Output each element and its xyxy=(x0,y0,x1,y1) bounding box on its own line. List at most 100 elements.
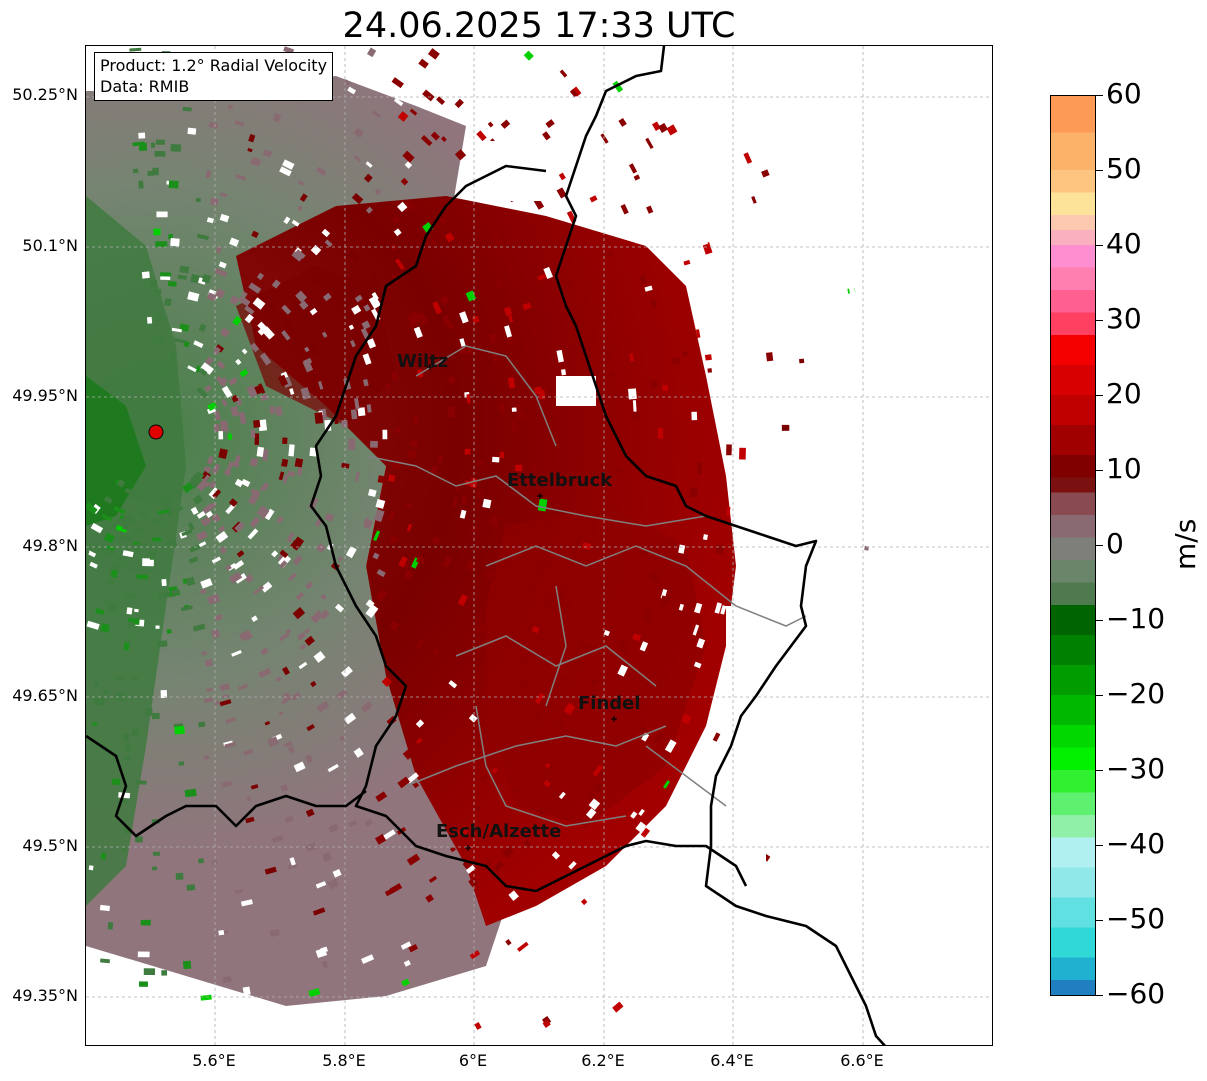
colorbar-band xyxy=(1050,927,1096,958)
radar-speckle xyxy=(531,625,540,634)
radar-speckle xyxy=(186,884,196,891)
radar-speckle xyxy=(403,959,411,967)
radar-speckle xyxy=(341,666,353,678)
radar-speckle xyxy=(347,250,360,264)
lat-tick-label: 49.35°N xyxy=(12,986,78,1005)
radar-speckle xyxy=(146,316,153,324)
lat-tick-label: 49.65°N xyxy=(12,686,78,705)
radar-speckle xyxy=(262,149,273,158)
radar-speckle xyxy=(168,352,177,361)
radar-speckle xyxy=(181,529,193,537)
radar-speckle xyxy=(487,121,494,128)
radar-speckle xyxy=(179,265,190,274)
radar-speckle xyxy=(132,168,139,174)
radar-speckle xyxy=(123,518,136,526)
radar-speckle xyxy=(324,239,333,248)
radar-speckle xyxy=(168,233,174,240)
radar-speckle xyxy=(366,338,377,349)
radar-speckle xyxy=(620,645,629,654)
radar-speckle xyxy=(440,136,447,143)
radar-speckle xyxy=(275,405,283,417)
radar-map[interactable] xyxy=(85,45,993,1046)
radar-speckle xyxy=(198,368,208,377)
radar-speckle xyxy=(320,593,327,601)
radar-speckle xyxy=(341,462,350,469)
national-borders xyxy=(86,46,886,1045)
radar-speckle xyxy=(569,88,578,98)
radar-speckle xyxy=(492,232,502,244)
radar-speckle xyxy=(464,685,475,697)
radar-speckle xyxy=(282,474,289,484)
radar-speckle xyxy=(280,784,289,792)
radar-speckle xyxy=(234,454,241,464)
radar-speckle xyxy=(726,444,732,456)
radar-speckle xyxy=(291,251,303,262)
radar-speckle xyxy=(228,377,238,386)
radar-speckle xyxy=(808,199,819,212)
radar-speckle xyxy=(551,851,561,860)
radar-speckle xyxy=(430,238,437,246)
radar-speckle xyxy=(580,898,588,906)
radar-speckle xyxy=(310,610,324,624)
radar-speckle xyxy=(554,936,565,947)
radar-speckle xyxy=(837,137,848,149)
radar-speckle xyxy=(185,576,196,587)
radar-speckle xyxy=(588,798,601,811)
radar-speckle xyxy=(657,427,664,439)
radar-speckle xyxy=(368,295,382,309)
radar-speckle xyxy=(686,181,693,188)
colorbar-band xyxy=(1050,215,1096,231)
lon-tick-label: 5.6°E xyxy=(192,1051,236,1070)
radar-speckle xyxy=(282,437,288,444)
radar-speckle xyxy=(506,554,514,565)
radar-speckle xyxy=(149,553,156,560)
radar-speckle xyxy=(566,471,572,482)
radar-speckle xyxy=(365,206,373,214)
radar-speckle xyxy=(350,340,356,348)
radar-speckle xyxy=(100,623,110,633)
radar-speckle xyxy=(398,556,408,568)
radar-speckle xyxy=(834,362,841,370)
radar-speckle xyxy=(244,305,255,315)
radar-speckle xyxy=(784,481,793,488)
radar-speckle xyxy=(228,433,232,440)
radar-speckle xyxy=(393,97,404,107)
no-echo-area xyxy=(786,606,992,1045)
radar-speckle xyxy=(203,755,210,760)
radar-speckle xyxy=(177,274,187,280)
radar-speckle xyxy=(156,315,162,322)
radar-speckle xyxy=(305,581,314,590)
radar-speckle xyxy=(122,550,134,558)
radar-speckle xyxy=(221,398,228,407)
radar-speckle xyxy=(353,747,364,758)
radar-speckle xyxy=(175,872,184,880)
radar-speckle xyxy=(246,796,252,802)
radar-speckle xyxy=(629,353,635,362)
radar-speckle xyxy=(531,223,538,231)
radar-speckle xyxy=(238,683,248,691)
radar-speckle xyxy=(238,411,247,425)
radar-speckle xyxy=(271,279,281,289)
radar-speckle xyxy=(88,865,94,871)
map-grid xyxy=(86,46,992,1045)
radar-speckle xyxy=(406,523,413,532)
radar-speckle xyxy=(174,725,185,735)
colorbar-tick-mark xyxy=(1096,245,1103,246)
radar-speckle xyxy=(269,928,281,938)
radar-speckle xyxy=(821,461,827,472)
radar-speckle xyxy=(251,230,259,239)
radar-speckle xyxy=(275,676,283,683)
radar-speckle xyxy=(712,732,721,742)
radar-speckle xyxy=(702,534,708,541)
radar-speckle xyxy=(184,788,197,798)
radar-speckle xyxy=(269,405,276,415)
radar-speckle xyxy=(612,1001,624,1013)
radar-speckle xyxy=(771,185,781,197)
radar-speckle xyxy=(204,384,212,392)
radar-speckle xyxy=(758,54,765,62)
radar-speckle xyxy=(86,547,90,558)
radar-speckle xyxy=(736,723,747,735)
radar-speckle xyxy=(250,488,258,496)
radar-speckle xyxy=(284,740,293,748)
colorbar-band xyxy=(1050,695,1096,726)
